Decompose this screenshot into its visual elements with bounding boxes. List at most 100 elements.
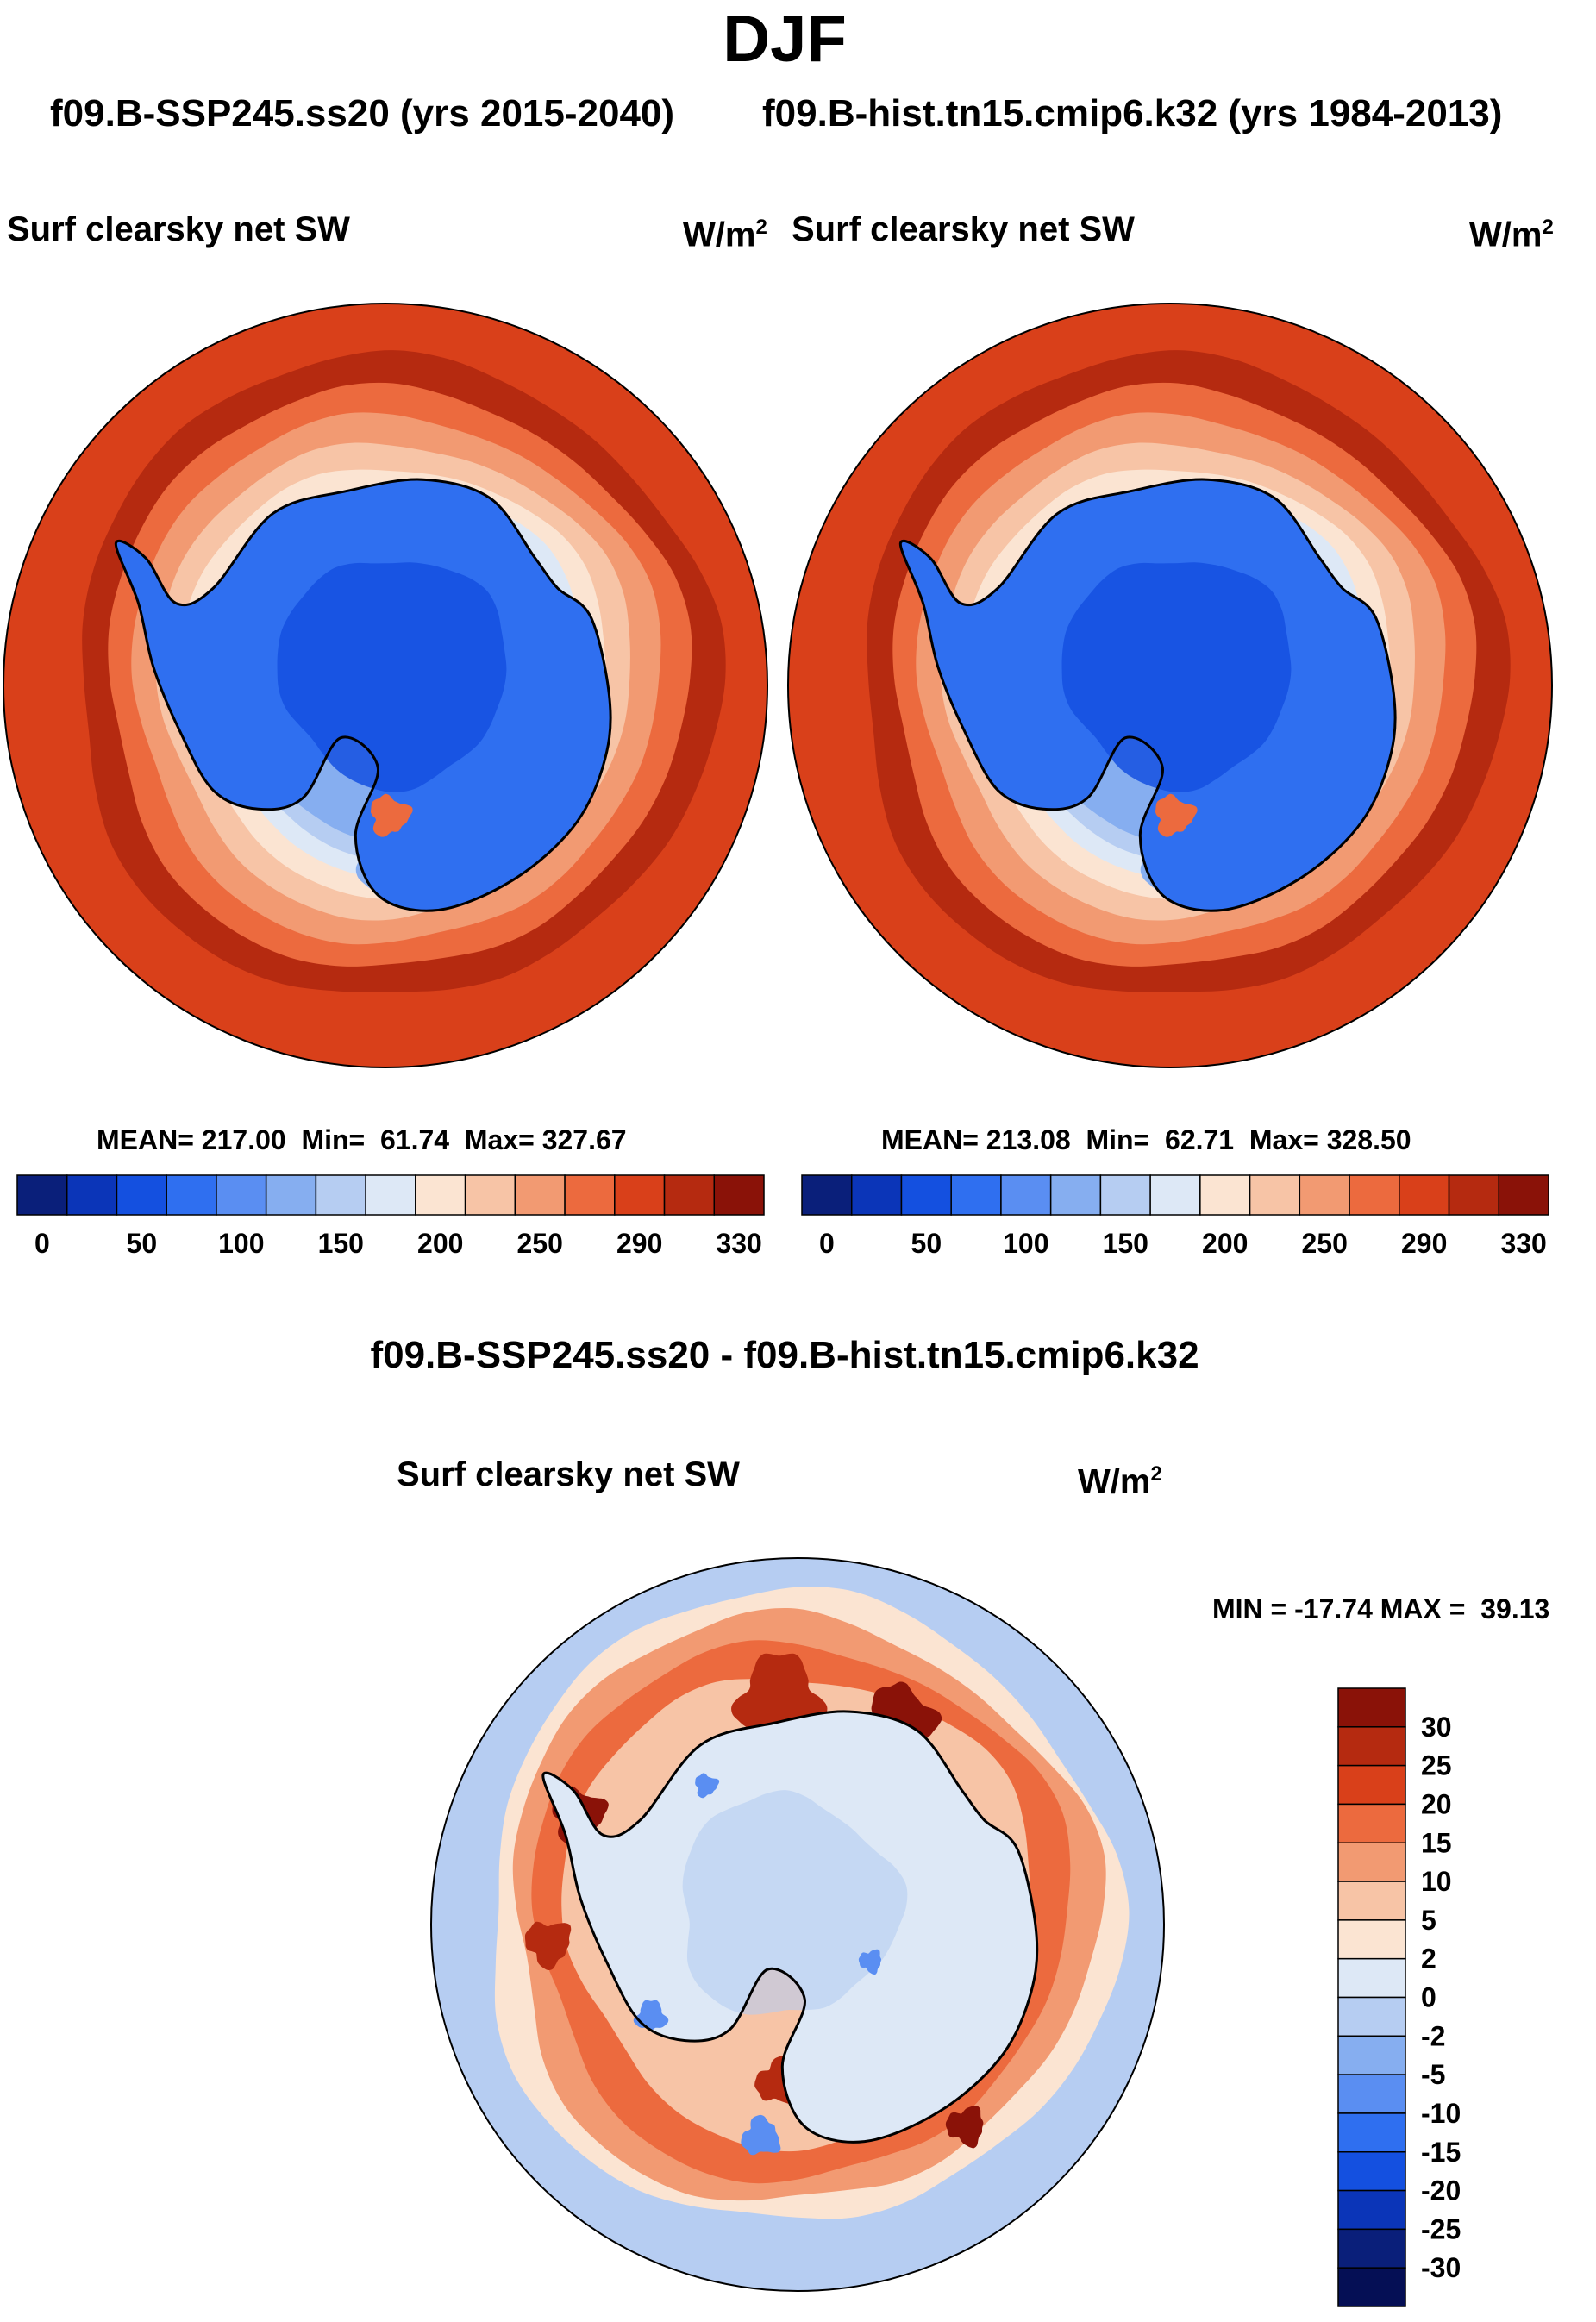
colorbar-tick-label: -5: [1421, 2059, 1445, 2090]
colorbar-swatch: [1337, 2228, 1406, 2269]
field-band: [1155, 793, 1198, 837]
difference-minmax-label: MIN = -17.74 MAX = 39.13: [1212, 1593, 1550, 1624]
control-units-label: W/m2: [1469, 216, 1554, 254]
colorbar-swatch: [116, 1174, 167, 1216]
case-subtitle: f09.B-SSP245.ss20 (yrs 2015-2040): [50, 92, 675, 135]
polar-maps: [3, 303, 1553, 2292]
units-exponent: 2: [1150, 1462, 1162, 1486]
antarctica-coastline: [114, 478, 612, 912]
colorbar-swatch: [1349, 1174, 1400, 1216]
antarctica-coastline: [898, 478, 1397, 912]
map-field: [431, 1558, 1164, 2291]
map-boundary: [430, 1557, 1165, 2292]
colorbar-tick-label: 330: [716, 1228, 761, 1259]
colorbar-swatch: [1337, 1957, 1406, 1999]
colorbar-tick-label: -20: [1421, 2175, 1461, 2206]
field-band: [858, 1949, 882, 1975]
colorbar-swatch: [564, 1174, 616, 1216]
colorbar-swatch: [415, 1174, 466, 1216]
control-subtitle: f09.B-hist.tn15.cmip6.k32 (yrs 1984-2013…: [762, 92, 1503, 135]
colorbar-swatch: [1448, 1174, 1500, 1216]
colorbar-tick-label: 150: [1103, 1228, 1148, 1259]
control-min: Min= 62.71: [1086, 1124, 1235, 1155]
colorbar-swatch: [1498, 1174, 1549, 1216]
map-boundary: [3, 303, 768, 1068]
antarctica-coastline: [541, 1710, 1039, 2144]
colorbar-swatch: [1337, 1919, 1406, 1960]
colorbar-swatch: [365, 1174, 416, 1216]
colorbar-tick-label: 50: [911, 1228, 942, 1259]
colorbar-tick-label: 50: [127, 1228, 158, 1259]
field-band: [682, 1790, 908, 2015]
colorbar-control: 0 50 100 150 200 250 290 330: [801, 1174, 1549, 1259]
difference-variable-label: Surf clearsky net SW: [397, 1455, 740, 1493]
polar-map-control: [787, 303, 1553, 1068]
case-stats-label: MEAN= 217.00 Min= 61.74 Max= 327.67: [97, 1126, 627, 1154]
colorbar-tick-label: -30: [1421, 2252, 1461, 2283]
map-boundary: [787, 303, 1553, 1068]
colorbar-tick-label: -15: [1421, 2137, 1461, 2168]
colorbar-swatch: [1337, 1687, 1406, 1728]
colorbar-tick-label: 200: [417, 1228, 463, 1259]
colorbar-swatch: [166, 1174, 217, 1216]
colorbar-tick-label: 0: [34, 1228, 50, 1259]
colorbar-tick-label: 0: [1421, 1982, 1436, 2013]
field-band: [524, 1921, 572, 1971]
case-variable-label: Surf clearsky net SW: [7, 210, 350, 248]
units-base: W/m: [1078, 1462, 1151, 1501]
colorbar-swatch: [1337, 2151, 1406, 2192]
field-band: [741, 2114, 781, 2156]
colorbar-tick-label: 290: [1401, 1228, 1447, 1259]
colorbar-tick-label: -10: [1421, 2098, 1461, 2129]
control-max: Max= 328.50: [1249, 1124, 1411, 1155]
colorbar-swatch: [1399, 1174, 1450, 1216]
colorbar-tick-label: 100: [1003, 1228, 1048, 1259]
colorbar-tick-label: 30: [1421, 1712, 1452, 1743]
field-band: [945, 2106, 984, 2149]
colorbar-swatch: [614, 1174, 666, 1216]
colorbar-swatch: [1337, 2035, 1406, 2075]
colorbars: 0 50 100 150 200 250 290 330 0 50 100 150 200 250 290 3…: [16, 1174, 1549, 2307]
control-mean: MEAN= 213.08: [881, 1124, 1071, 1155]
case-units-label: W/m2: [683, 216, 767, 254]
units-base: W/m: [1469, 216, 1543, 254]
colorbar-swatch: [801, 1174, 853, 1216]
colorbar-swatch: [950, 1174, 1002, 1216]
colorbar-swatch: [1337, 2267, 1406, 2307]
colorbar-tick-label: -25: [1421, 2213, 1461, 2244]
colorbar-swatch: [1337, 1803, 1406, 1843]
map-field: [3, 304, 767, 1067]
units-base: W/m: [683, 216, 756, 254]
polar-map-case: [3, 303, 768, 1068]
colorbar-tick-label: 200: [1202, 1228, 1248, 1259]
case-max: Max= 327.67: [464, 1124, 627, 1155]
colorbar-swatch: [1337, 1726, 1406, 1767]
field-band: [277, 562, 507, 792]
units-exponent: 2: [755, 216, 767, 239]
colorbar-swatch: [1337, 2112, 1406, 2153]
colorbar-tick-label: 290: [616, 1228, 662, 1259]
colorbar-tick-label: 100: [218, 1228, 264, 1259]
case-min: Min= 61.74: [301, 1124, 450, 1155]
colorbar-swatch: [900, 1174, 952, 1216]
colorbar-tick-label: 330: [1500, 1228, 1546, 1259]
colorbar-swatch: [514, 1174, 566, 1216]
colorbar-tick-label: 5: [1421, 1905, 1436, 1936]
colorbar-swatch: [1099, 1174, 1151, 1216]
colorbar-case: 0 50 100 150 200 250 290 330: [16, 1174, 765, 1259]
difference-units-label: W/m2: [1078, 1464, 1162, 1499]
colorbar-tick-label: 10: [1421, 1866, 1452, 1897]
colorbar-swatch: [66, 1174, 118, 1216]
colorbar-swatch: [1149, 1174, 1201, 1216]
colorbar-tick-label: 20: [1421, 1788, 1452, 1819]
colorbar-tick-label: 2: [1421, 1943, 1436, 1975]
colorbar-swatch: [1049, 1174, 1102, 1216]
colorbar-tick-label: 150: [318, 1228, 364, 1259]
colorbar-tick-label: 15: [1421, 1827, 1452, 1858]
colorbar-swatch: [464, 1174, 516, 1216]
control-variable-label: Surf clearsky net SW: [792, 210, 1135, 248]
polar-map-difference: [430, 1557, 1165, 2292]
colorbar-swatch: [1337, 1881, 1406, 1921]
